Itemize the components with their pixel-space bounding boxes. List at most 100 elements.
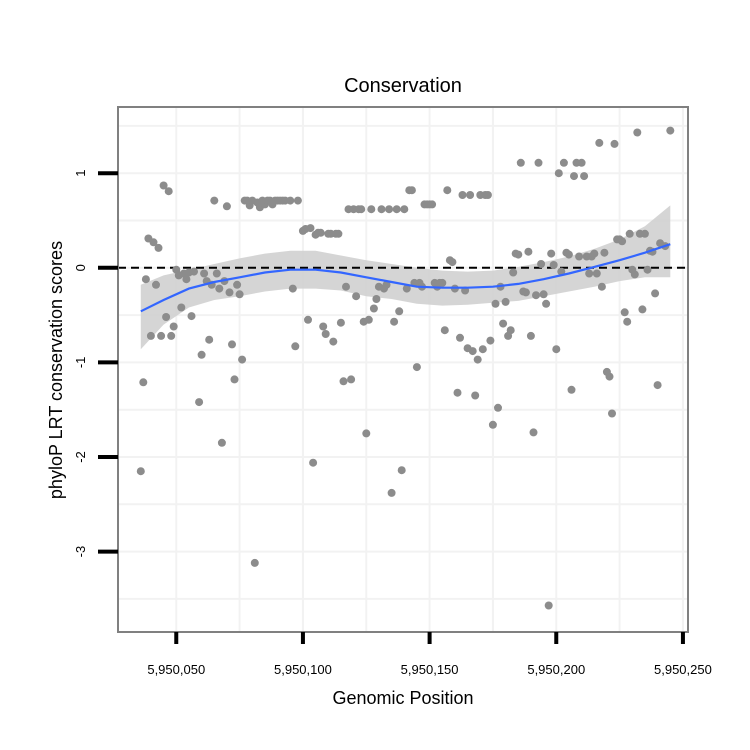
data-point — [547, 249, 556, 258]
data-point — [319, 322, 328, 331]
data-point — [238, 355, 247, 364]
data-point — [564, 250, 573, 259]
data-point — [486, 336, 495, 345]
y-tick-label: 0 — [73, 264, 88, 271]
data-point — [362, 429, 371, 438]
data-point — [516, 158, 525, 167]
data-point — [653, 381, 662, 390]
data-point — [491, 299, 500, 308]
data-point — [169, 322, 178, 331]
data-point — [334, 229, 343, 238]
y-tick-label: -3 — [73, 546, 88, 558]
confidence-ribbon-layer — [140, 205, 671, 350]
data-point — [197, 350, 206, 359]
data-point — [141, 275, 150, 284]
data-point — [233, 280, 242, 289]
data-point — [157, 331, 166, 340]
data-point — [159, 181, 168, 190]
data-point — [357, 205, 366, 214]
data-point — [205, 335, 214, 344]
data-point — [483, 191, 492, 199]
data-point — [291, 342, 300, 351]
data-point — [585, 269, 594, 278]
points-layer — [136, 126, 675, 610]
data-point — [217, 438, 226, 447]
data-point — [640, 229, 649, 238]
data-point — [575, 252, 584, 261]
data-point — [250, 558, 259, 567]
data-point — [506, 326, 515, 335]
data-point — [456, 333, 464, 342]
data-point — [385, 205, 394, 214]
grid-lines — [118, 107, 688, 632]
data-point — [407, 186, 416, 195]
data-point — [397, 466, 406, 475]
data-point — [164, 187, 173, 196]
data-point — [177, 303, 186, 312]
data-point — [633, 128, 642, 137]
chart-title: Conservation — [344, 75, 462, 97]
y-tick-label: -2 — [73, 451, 88, 463]
x-tick-label: 5,950,050 — [147, 662, 205, 677]
data-point — [570, 172, 578, 181]
data-point — [367, 205, 376, 214]
x-tick-label: 5,950,200 — [527, 662, 585, 677]
y-tick-label: 1 — [73, 170, 88, 177]
data-point — [321, 330, 330, 338]
data-point — [440, 326, 449, 335]
data-point — [210, 196, 219, 205]
data-point — [392, 205, 401, 214]
data-point — [222, 202, 231, 211]
data-point — [228, 340, 236, 349]
data-point — [549, 261, 558, 269]
data-point — [643, 265, 652, 274]
data-point — [225, 288, 234, 297]
data-point — [458, 191, 467, 199]
data-point — [501, 297, 510, 306]
data-point — [592, 269, 601, 278]
data-point — [339, 377, 348, 386]
data-point — [638, 305, 647, 314]
plot-frame — [117, 106, 689, 633]
data-point — [537, 260, 546, 268]
data-point — [402, 284, 411, 293]
data-point — [190, 267, 198, 276]
data-point — [532, 291, 540, 300]
data-point — [306, 224, 315, 233]
data-point — [230, 375, 239, 384]
data-point — [666, 126, 675, 135]
data-point — [329, 337, 338, 346]
data-point — [395, 307, 404, 316]
x-tick-label: 5,950,250 — [654, 662, 712, 677]
data-point — [347, 375, 356, 384]
data-point — [215, 284, 224, 293]
data-point — [539, 290, 548, 299]
data-point — [139, 378, 148, 387]
data-point — [630, 270, 639, 279]
data-point — [453, 388, 462, 397]
data-point — [364, 315, 373, 324]
confidence-ribbon — [140, 205, 671, 350]
data-point — [623, 317, 632, 326]
data-point — [369, 304, 378, 313]
data-point — [514, 250, 523, 259]
data-point — [288, 284, 297, 293]
data-point — [182, 275, 191, 284]
data-point — [473, 355, 482, 364]
data-point — [608, 409, 616, 418]
x-tick-label: 5,950,150 — [401, 662, 459, 677]
data-point — [557, 267, 566, 276]
data-point — [471, 391, 480, 400]
data-point — [212, 269, 221, 278]
data-point — [625, 229, 634, 238]
data-point — [597, 282, 606, 291]
smooth-line-layer — [140, 243, 671, 313]
data-point — [534, 158, 543, 167]
x-axis-ticks: 5,950,050 5,950,100 5,950,150 5,950,200 5,95… — [147, 632, 712, 677]
smooth-line — [140, 243, 671, 313]
data-point — [595, 138, 604, 147]
data-point — [352, 292, 361, 301]
data-point — [448, 258, 457, 267]
y-axis-ticks: -3 -2 -1 0 1 — [73, 170, 118, 558]
data-point — [468, 347, 477, 356]
